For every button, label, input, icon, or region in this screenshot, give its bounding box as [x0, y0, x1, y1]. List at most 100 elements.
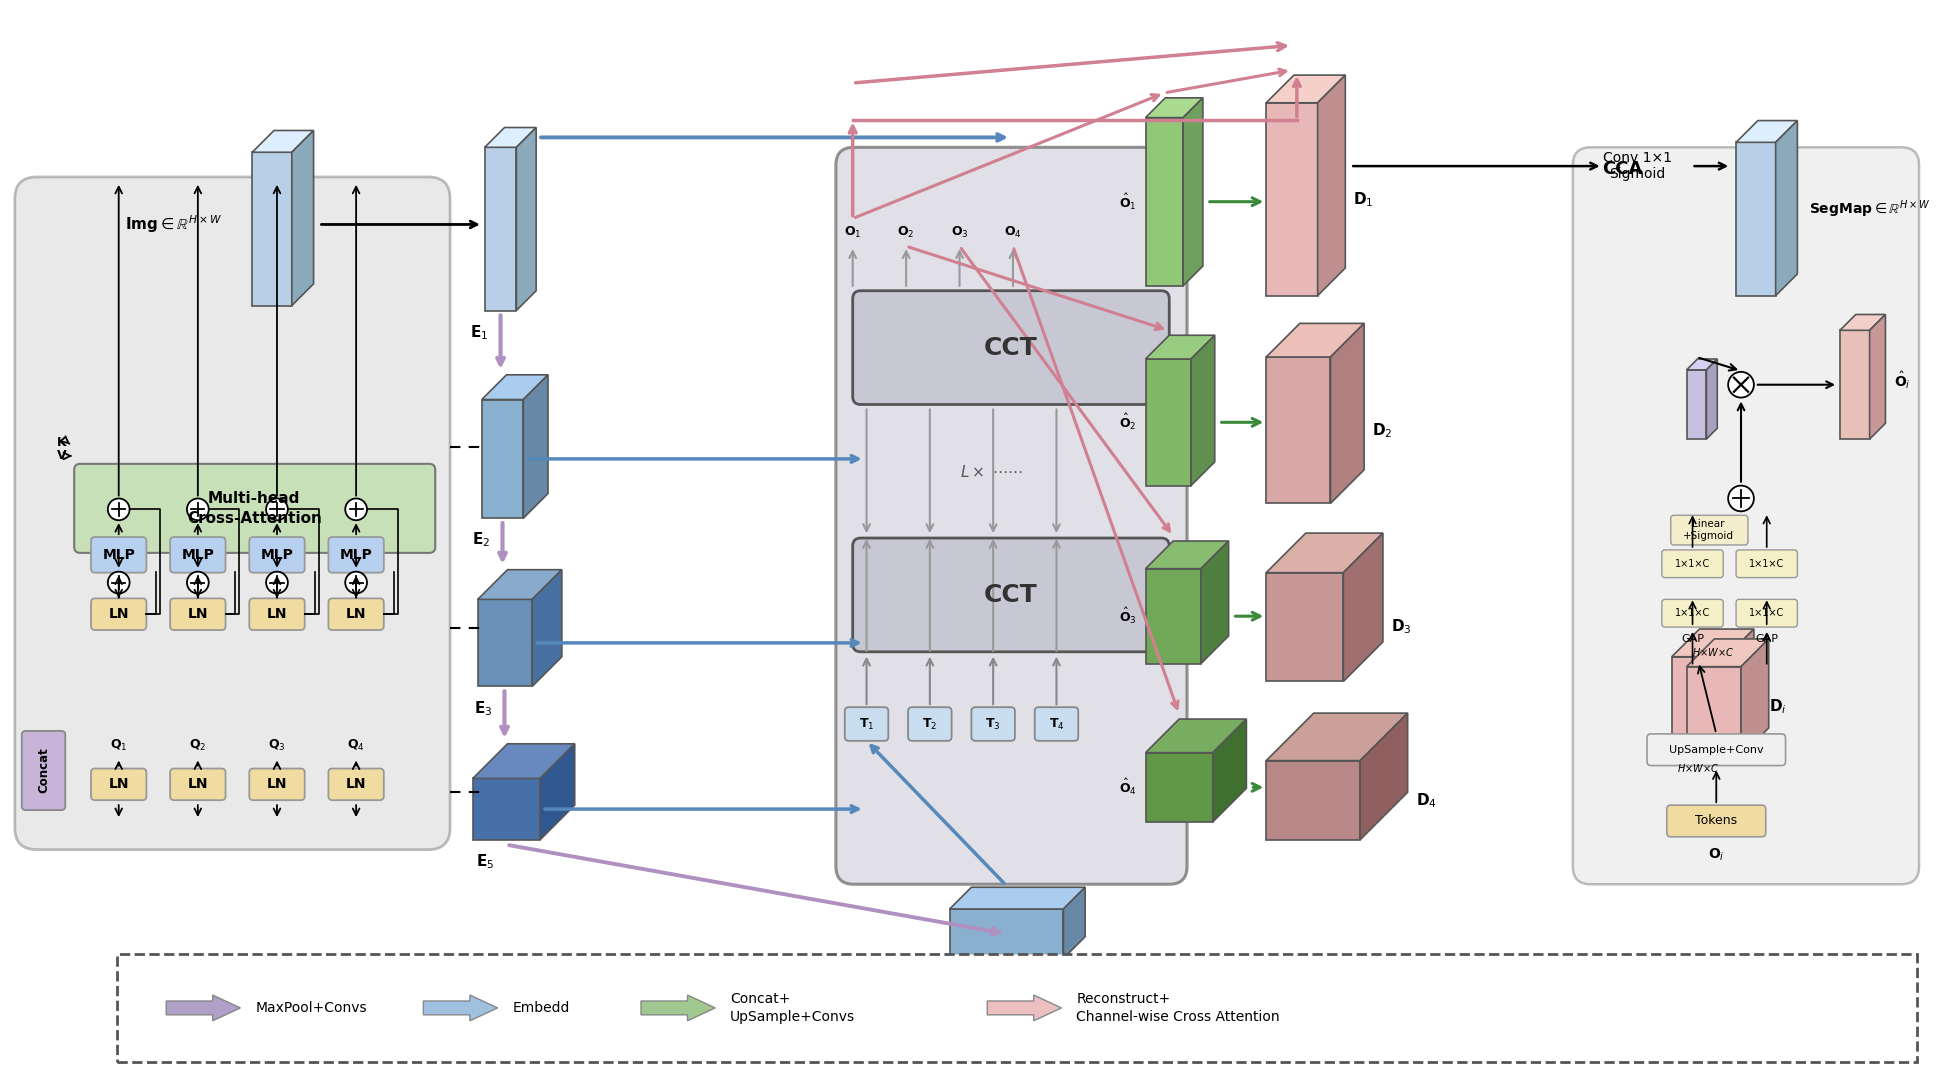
Polygon shape: [1191, 336, 1215, 485]
Text: 1×1×C: 1×1×C: [1676, 559, 1711, 569]
Circle shape: [1728, 485, 1754, 511]
Polygon shape: [1775, 120, 1797, 296]
Text: V: V: [57, 449, 66, 462]
Bar: [117, 953, 1918, 1062]
FancyBboxPatch shape: [908, 707, 951, 741]
Text: GAP: GAP: [1756, 634, 1779, 644]
Polygon shape: [1146, 118, 1184, 286]
Text: Multi-head: Multi-head: [209, 491, 301, 506]
Polygon shape: [473, 744, 574, 779]
FancyBboxPatch shape: [328, 537, 385, 573]
Polygon shape: [949, 909, 1062, 958]
Polygon shape: [482, 375, 549, 400]
Text: $\mathbf{Q}_4$: $\mathbf{Q}_4$: [348, 739, 365, 754]
FancyArrow shape: [424, 995, 498, 1021]
Polygon shape: [1726, 629, 1754, 746]
Text: $\mathbf{T}_1$: $\mathbf{T}_1$: [859, 717, 875, 731]
FancyBboxPatch shape: [328, 769, 385, 800]
Text: Reconstruct+: Reconstruct+: [1076, 992, 1170, 1006]
Polygon shape: [1740, 639, 1769, 756]
Polygon shape: [484, 147, 516, 311]
Text: Channel-wise Cross Attention: Channel-wise Cross Attention: [1076, 1009, 1279, 1023]
Text: Linear
+Sigmoid: Linear +Sigmoid: [1683, 520, 1734, 540]
Circle shape: [187, 498, 209, 520]
FancyBboxPatch shape: [21, 731, 64, 810]
Text: $\hat{\mathbf{O}}_2$: $\hat{\mathbf{O}}_2$: [1119, 413, 1137, 432]
Circle shape: [266, 498, 287, 520]
Polygon shape: [1736, 142, 1775, 296]
Polygon shape: [1330, 324, 1363, 504]
FancyBboxPatch shape: [92, 537, 146, 573]
FancyBboxPatch shape: [92, 599, 146, 630]
Text: $\mathbf{Q}_3$: $\mathbf{Q}_3$: [268, 739, 285, 754]
Text: $\mathbf{E}_5$: $\mathbf{E}_5$: [475, 852, 494, 871]
Text: 1×1×C: 1×1×C: [1750, 609, 1785, 618]
Polygon shape: [473, 779, 541, 839]
Text: $\hat{\mathbf{O}}_3$: $\hat{\mathbf{O}}_3$: [1119, 606, 1137, 626]
Text: Conv 1×1: Conv 1×1: [1603, 152, 1672, 166]
Text: $\mathbf{Img} \in \mathbb{R}^{H \times W}$: $\mathbf{Img} \in \mathbb{R}^{H \times W…: [125, 213, 221, 235]
Text: $\hat{\mathbf{O}}_i$: $\hat{\mathbf{O}}_i$: [1894, 369, 1910, 391]
Polygon shape: [1146, 569, 1201, 664]
Text: $\mathbf{O}_4$: $\mathbf{O}_4$: [1004, 225, 1021, 240]
Text: $\hat{\mathbf{O}}_4$: $\hat{\mathbf{O}}_4$: [1119, 778, 1137, 797]
Polygon shape: [1687, 639, 1769, 667]
Text: MLP: MLP: [182, 548, 215, 562]
Polygon shape: [1266, 760, 1359, 839]
Polygon shape: [1687, 667, 1740, 756]
Text: $\mathbf{T}_4$: $\mathbf{T}_4$: [1049, 717, 1064, 731]
Polygon shape: [291, 130, 314, 305]
FancyBboxPatch shape: [1662, 550, 1723, 577]
Text: LN: LN: [346, 608, 367, 622]
Text: $\mathbf{D}_2$: $\mathbf{D}_2$: [1373, 421, 1392, 440]
Polygon shape: [1266, 324, 1363, 357]
Text: $\mathbf{E}_3$: $\mathbf{E}_3$: [473, 699, 492, 718]
Polygon shape: [1266, 357, 1330, 504]
Polygon shape: [1840, 330, 1869, 439]
Polygon shape: [1146, 542, 1228, 569]
Polygon shape: [1869, 314, 1885, 439]
Text: $\mathbf{D}_3$: $\mathbf{D}_3$: [1391, 617, 1412, 637]
Text: $\mathbf{O}_3$: $\mathbf{O}_3$: [951, 225, 969, 240]
Text: LN: LN: [268, 778, 287, 792]
Polygon shape: [1736, 120, 1797, 142]
FancyBboxPatch shape: [250, 599, 305, 630]
Text: CCT: CCT: [984, 584, 1037, 608]
FancyArrow shape: [986, 995, 1060, 1021]
Polygon shape: [1146, 358, 1191, 485]
Circle shape: [266, 572, 287, 593]
Polygon shape: [523, 375, 549, 519]
Text: Concat+: Concat+: [730, 992, 791, 1006]
Polygon shape: [1672, 656, 1726, 746]
Text: LN: LN: [109, 778, 129, 792]
Polygon shape: [1184, 97, 1203, 286]
Circle shape: [107, 572, 129, 593]
Polygon shape: [252, 130, 314, 153]
Text: LN: LN: [187, 778, 209, 792]
Text: CCA: CCA: [1601, 160, 1642, 178]
Text: $H{\times}W{\times}C$: $H{\times}W{\times}C$: [1691, 645, 1734, 657]
Text: $\mathbf{T}_3$: $\mathbf{T}_3$: [986, 717, 1002, 731]
Text: Tokens: Tokens: [1695, 814, 1738, 827]
Text: LN: LN: [346, 778, 367, 792]
FancyBboxPatch shape: [836, 147, 1187, 884]
FancyBboxPatch shape: [170, 769, 225, 800]
Text: $H{\times}W{\times}C$: $H{\times}W{\times}C$: [1678, 761, 1719, 773]
FancyBboxPatch shape: [74, 464, 436, 553]
Polygon shape: [1146, 336, 1215, 358]
Text: Cross-Attention: Cross-Attention: [187, 511, 322, 525]
Text: UpSample+Conv: UpSample+Conv: [1670, 745, 1764, 755]
FancyBboxPatch shape: [1736, 599, 1797, 627]
FancyArrow shape: [641, 995, 715, 1021]
Polygon shape: [516, 128, 537, 311]
Text: $\mathbf{T}_2$: $\mathbf{T}_2$: [922, 717, 937, 731]
Text: UpSample+Convs: UpSample+Convs: [730, 1009, 855, 1023]
FancyBboxPatch shape: [1646, 734, 1785, 766]
Text: $\mathbf{D}_i$: $\mathbf{D}_i$: [1769, 696, 1787, 716]
Text: $\mathbf{Q}_2$: $\mathbf{Q}_2$: [189, 739, 207, 754]
FancyBboxPatch shape: [846, 707, 889, 741]
FancyArrow shape: [166, 995, 240, 1021]
FancyBboxPatch shape: [1035, 707, 1078, 741]
Polygon shape: [1146, 97, 1203, 118]
Text: $L \times$ $\cdots\cdots$: $L \times$ $\cdots\cdots$: [959, 464, 1023, 480]
